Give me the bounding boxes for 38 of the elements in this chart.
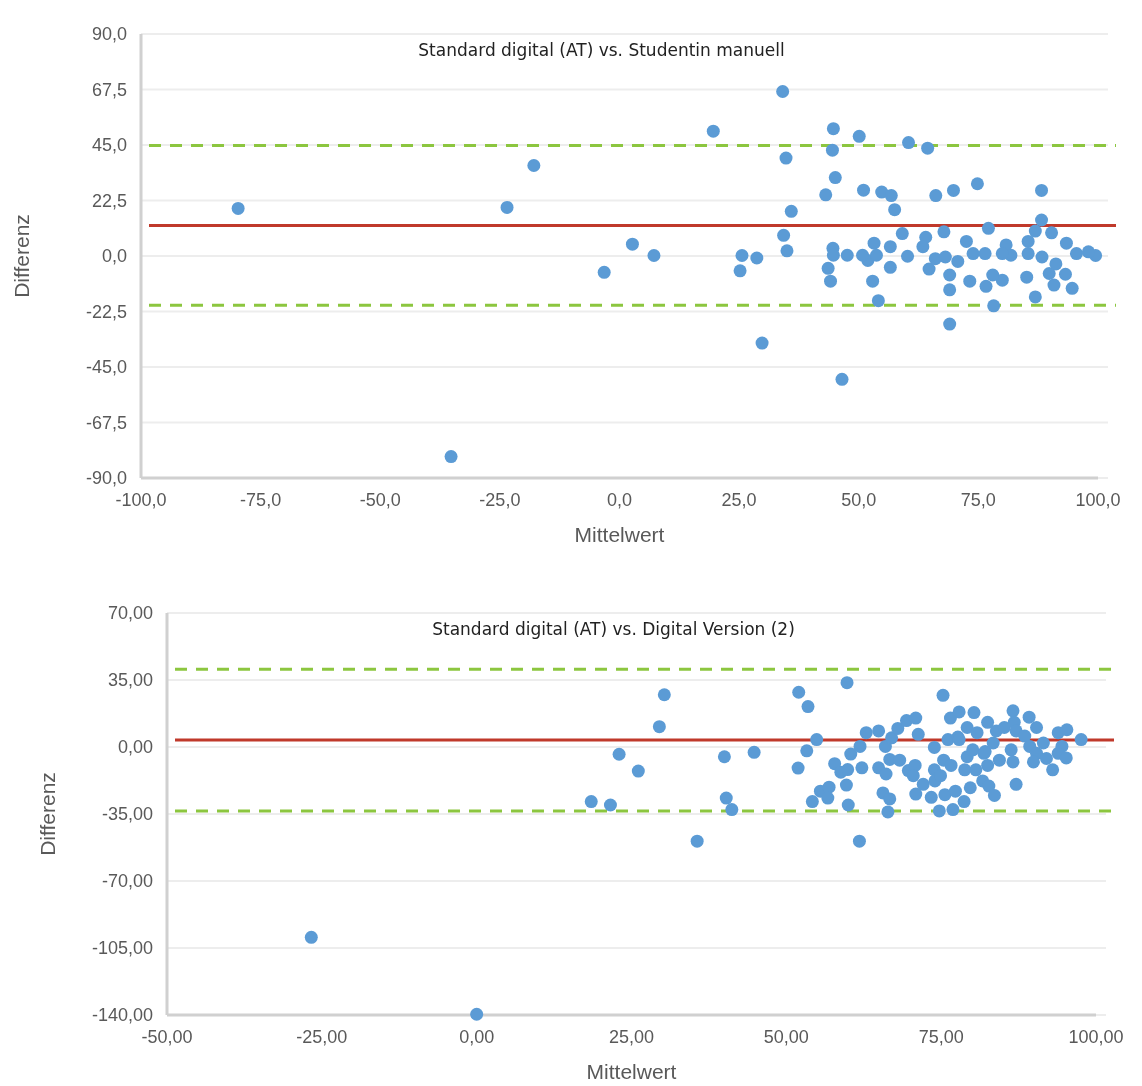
x-tick-label: 50,0 [841,490,877,510]
x-tick-label: -50,00 [141,1027,193,1047]
x-tick-label: -100,0 [115,490,167,510]
chart-title: Standard digital (AT) vs. Digital Version (2) [432,619,795,639]
y-tick-label: 35,00 [107,670,153,691]
y-tick-label: -35,00 [101,804,153,825]
x-tick-label: 100,00 [1068,1027,1124,1047]
y-tick-label: -90,0 [85,468,127,489]
y-tick-label: -140,00 [91,1005,153,1026]
x-tick-label: 100,0 [1075,490,1121,510]
y-tick-label: 45,0 [91,135,127,156]
x-tick-label: 25,0 [721,490,757,510]
chart-title: Standard digital (AT) vs. Studentin manuell [418,40,785,60]
y-tick-label: -67,5 [85,412,127,433]
x-tick-label: -50,0 [359,490,401,510]
y-axis-title: Differenz [36,772,59,856]
y-tick-label: -70,00 [101,871,153,892]
x-tick-label: 25,00 [608,1027,655,1047]
y-tick-label: 0,0 [101,246,127,267]
x-tick-label: 0,0 [606,490,633,510]
x-tick-label: -75,0 [240,490,282,510]
x-tick-label: -25,0 [479,490,521,510]
x-axis-title: Mittelwert [586,1060,677,1083]
x-tick-label: 75,00 [918,1027,964,1047]
y-tick-label: 22,5 [91,190,127,211]
y-tick-label: 0,00 [117,737,153,758]
x-tick-label: 0,00 [459,1027,495,1047]
y-tick-label: 70,00 [107,603,153,624]
x-tick-label: -25,00 [296,1027,348,1047]
y-tick-label: -22,5 [85,301,127,322]
y-axis-title: Differenz [10,214,33,298]
y-tick-label: -45,0 [85,357,127,378]
x-tick-label: 50,00 [763,1027,809,1047]
y-tick-label: 67,5 [91,79,127,100]
y-tick-label: -105,00 [91,938,153,959]
x-axis-title: Mittelwert [574,523,665,546]
y-tick-label: 90,0 [91,24,127,45]
x-tick-label: 75,0 [960,490,996,510]
